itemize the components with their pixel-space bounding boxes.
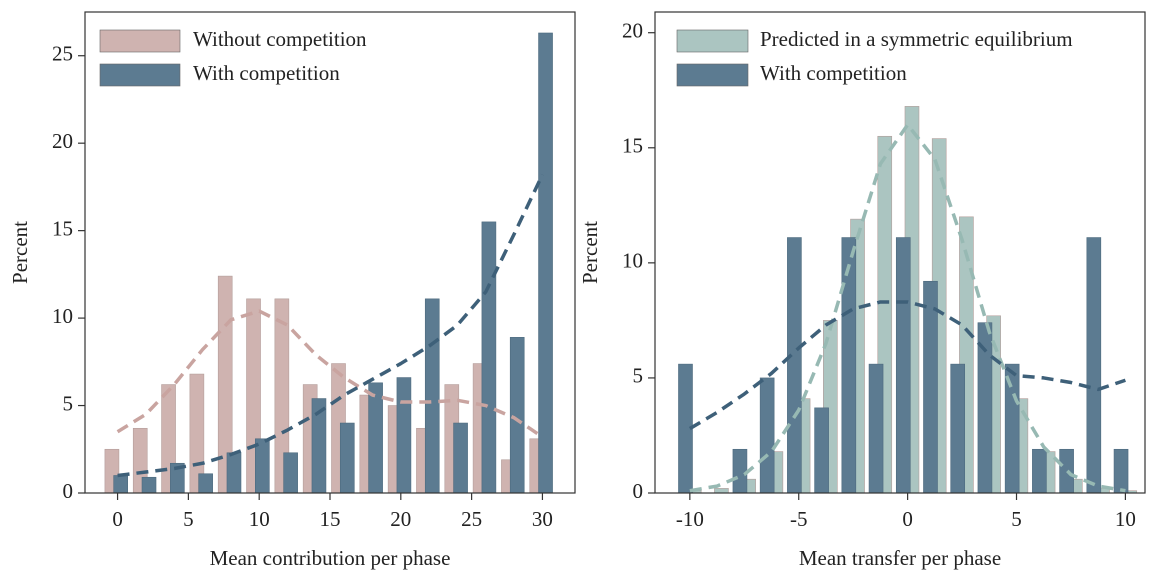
bar [1059, 448, 1074, 494]
x-tick-label: 30 [532, 507, 553, 531]
bar [759, 377, 775, 494]
legend-swatch [676, 29, 749, 53]
bar [283, 452, 298, 494]
bar [1032, 448, 1047, 494]
bar [923, 280, 938, 494]
x-axis-label: Mean contribution per phase [210, 546, 451, 570]
bar [868, 363, 884, 494]
x-tick-label: 0 [902, 507, 913, 531]
smooth-line [688, 300, 1126, 431]
y-tick-label: 5 [633, 364, 644, 388]
bar [424, 298, 440, 494]
bar [538, 32, 553, 494]
bar [787, 237, 802, 494]
legend-swatch [99, 29, 181, 53]
panel: 0 5 10 15 20 25 30 0 5 10 15 20 25 Mean contribution … [8, 11, 576, 570]
smooth-line [116, 309, 544, 439]
bar [714, 488, 729, 494]
bar [198, 473, 213, 494]
bar [396, 377, 412, 494]
smooth-line [117, 173, 545, 478]
x-axis-label: Mean transfer per phase [799, 546, 1001, 570]
bar [339, 422, 355, 494]
smooth-line [689, 123, 1126, 493]
legend-label: With competition [760, 61, 907, 85]
x-tick-label: -10 [676, 507, 704, 531]
y-axis-label: Percent [578, 221, 602, 284]
plot-frame [654, 11, 1146, 494]
y-tick-label: 15 [622, 134, 643, 158]
bar [732, 448, 748, 494]
bar [453, 422, 468, 494]
bar [255, 438, 270, 494]
legend-swatch [676, 63, 749, 87]
x-tick-label: 0 [112, 507, 123, 531]
x-tick-label: 20 [390, 507, 411, 531]
bar [895, 237, 911, 494]
bar [841, 237, 857, 494]
x-tick-label: 15 [320, 507, 341, 531]
bar [141, 476, 157, 494]
legend-label: With competition [193, 61, 340, 85]
y-tick-label: 20 [622, 19, 643, 43]
bar [481, 221, 497, 494]
y-tick-label: 20 [52, 129, 73, 153]
y-tick-label: 5 [63, 391, 74, 415]
bar [950, 363, 966, 494]
y-tick-label: 0 [633, 479, 644, 503]
x-tick-label: 5 [183, 507, 194, 531]
bar [1004, 363, 1020, 494]
bar [1113, 448, 1129, 494]
x-tick-label: 10 [1115, 507, 1136, 531]
y-tick-label: 15 [52, 216, 73, 240]
bar [113, 475, 128, 494]
y-tick-label: 25 [52, 42, 73, 66]
y-tick-label: 10 [622, 249, 643, 273]
x-tick-label: -5 [790, 507, 808, 531]
y-tick-label: 10 [52, 304, 73, 328]
bar [814, 407, 829, 494]
bar [368, 382, 383, 494]
x-tick-label: 25 [461, 507, 482, 531]
y-axis-label: Percent [8, 221, 32, 284]
x-tick-label: 10 [249, 507, 270, 531]
y-tick-label: 0 [63, 479, 74, 503]
bar [226, 452, 242, 494]
x-tick-label: 5 [1011, 507, 1022, 531]
legend-swatch [99, 63, 181, 87]
legend-label: Without competition [193, 27, 367, 51]
legend-label: Predicted in a symmetric equilibrium [760, 27, 1073, 51]
bar [1086, 237, 1102, 494]
panel: -10 -5 0 5 10 0 5 10 15 20 Mean transfer per phase… [578, 11, 1146, 570]
